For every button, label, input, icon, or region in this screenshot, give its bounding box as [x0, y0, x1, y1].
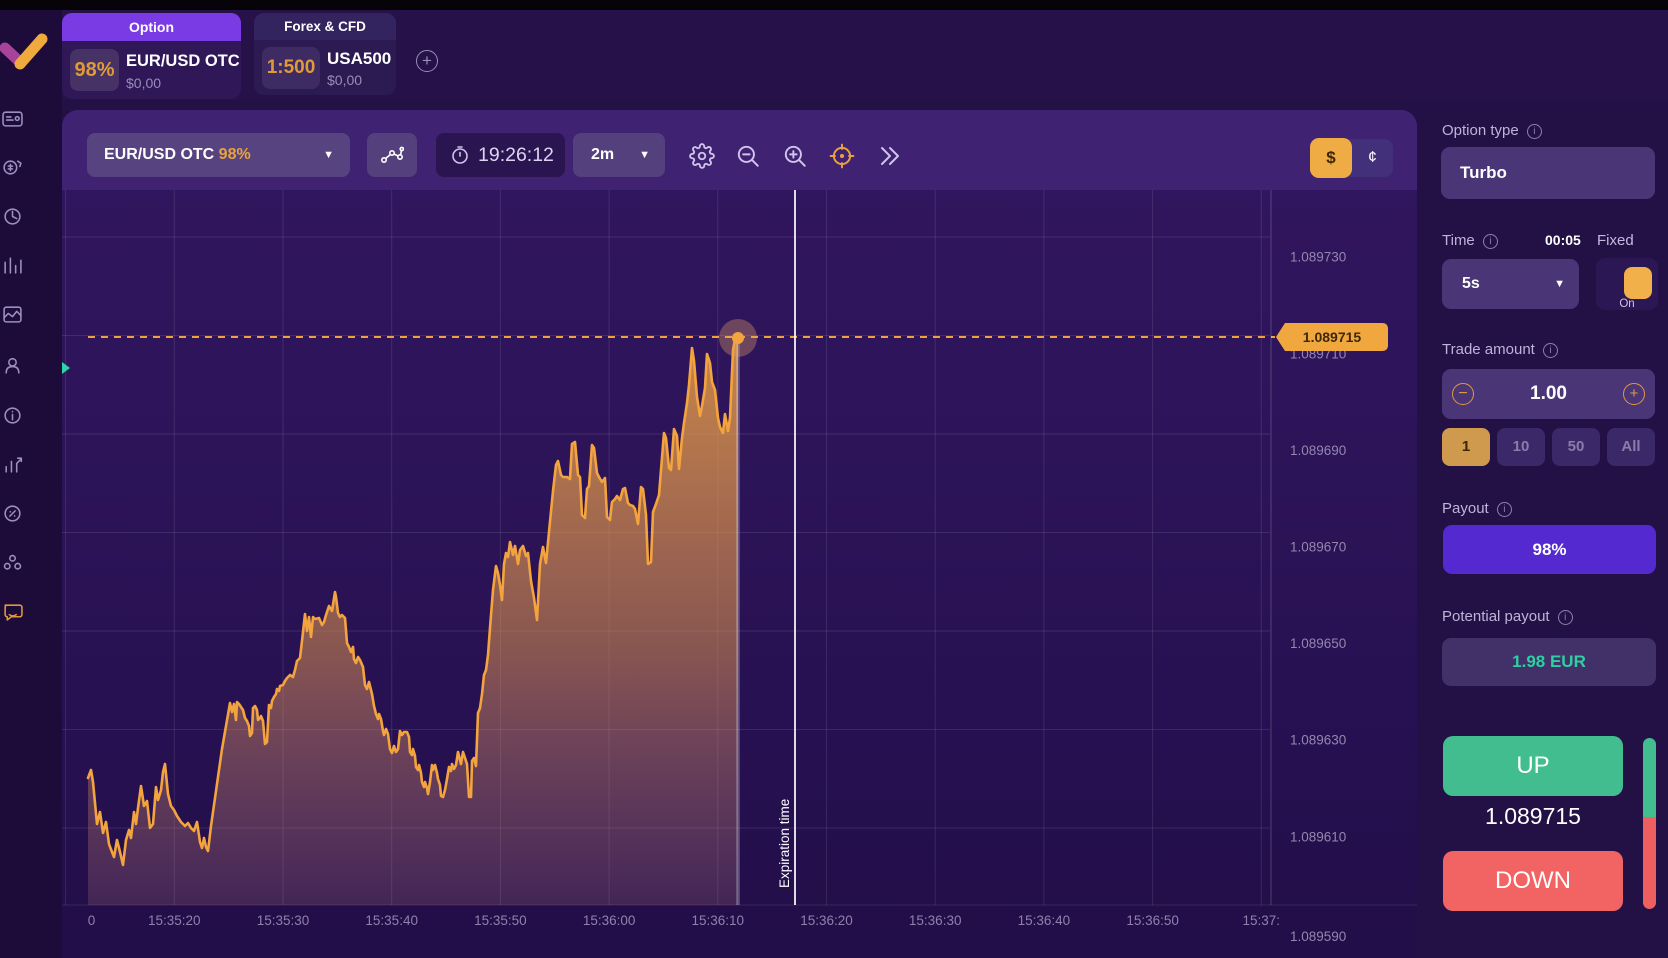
svg-text:1.089650: 1.089650 — [1290, 636, 1346, 651]
svg-text:15:36:50: 15:36:50 — [1126, 913, 1179, 928]
svg-text:15:35:30: 15:35:30 — [257, 913, 310, 928]
svg-text:1.089715: 1.089715 — [1303, 329, 1362, 345]
svg-text:1.089730: 1.089730 — [1290, 250, 1346, 265]
svg-text:15:36:20: 15:36:20 — [800, 913, 853, 928]
svg-text:1.089610: 1.089610 — [1290, 830, 1346, 845]
svg-text:1.089590: 1.089590 — [1290, 929, 1346, 944]
svg-text:15:35:20: 15:35:20 — [148, 913, 201, 928]
svg-text:15:36:10: 15:36:10 — [692, 913, 745, 928]
svg-text:15:36:40: 15:36:40 — [1018, 913, 1071, 928]
svg-text:Expiration time: Expiration time — [777, 799, 792, 888]
svg-text:15:36:00: 15:36:00 — [583, 913, 636, 928]
svg-text:1.089690: 1.089690 — [1290, 443, 1346, 458]
svg-text:15:35:40: 15:35:40 — [365, 913, 418, 928]
svg-text:1.089630: 1.089630 — [1290, 733, 1346, 748]
svg-text:0: 0 — [88, 913, 96, 928]
svg-text:15:37:: 15:37: — [1243, 913, 1281, 928]
svg-text:15:36:30: 15:36:30 — [909, 913, 962, 928]
svg-text:15:35:50: 15:35:50 — [474, 913, 527, 928]
svg-text:1.089670: 1.089670 — [1290, 540, 1346, 555]
